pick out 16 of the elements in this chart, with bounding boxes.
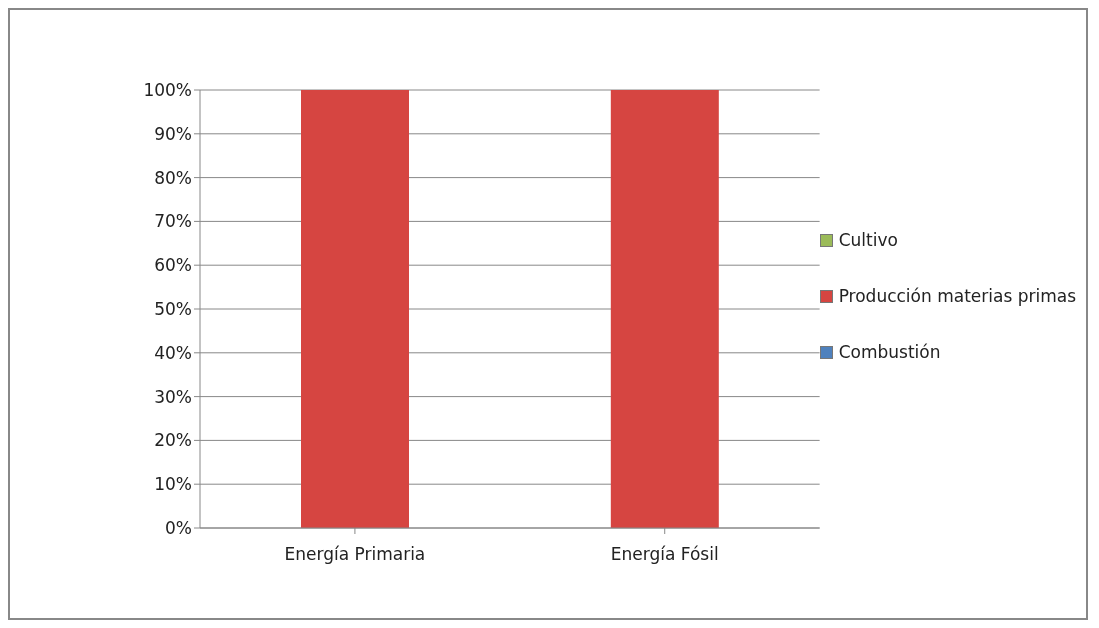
y-tick-label: 10% bbox=[154, 474, 192, 495]
y-tick-label: 70% bbox=[154, 211, 192, 232]
y-tick-label: 60% bbox=[154, 255, 192, 276]
y-tick-label: 0% bbox=[165, 518, 192, 539]
legend-label: Combustión bbox=[838, 342, 941, 362]
y-tick-label: 100% bbox=[143, 80, 192, 101]
y-tick-label: 50% bbox=[154, 299, 192, 320]
y-tick-label: 40% bbox=[154, 342, 192, 363]
y-tick-label: 30% bbox=[154, 386, 192, 407]
x-tick-label: Energía Primaria bbox=[284, 544, 426, 565]
legend-label: Producción materias primas bbox=[838, 286, 1076, 306]
x-tick-label: Energía Fósil bbox=[610, 544, 719, 565]
y-tick-label: 20% bbox=[154, 430, 192, 451]
legend-label: Cultivo bbox=[838, 230, 898, 250]
y-tick-label: 90% bbox=[154, 123, 192, 144]
y-tick-label: 80% bbox=[154, 167, 192, 188]
